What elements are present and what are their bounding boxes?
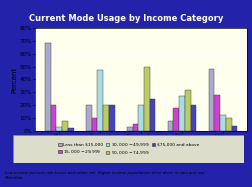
X-axis label: Mode: Mode (129, 148, 153, 157)
Text: Low-income persons ride buses and urban rail. Higher income populations drive al: Low-income persons ride buses and urban … (5, 171, 205, 180)
Bar (173, 108, 179, 131)
Bar (214, 95, 220, 131)
Bar (68, 128, 74, 131)
Legend: Less than $15,000, $15,000-$29,999, $30,000-$49,999, $50,000-$74,999, $75,000 an: Less than $15,000, $15,000-$29,999, $30,… (57, 140, 200, 158)
Bar (45, 43, 51, 131)
Bar (220, 115, 226, 131)
Bar (133, 125, 138, 131)
Bar (56, 127, 62, 131)
Bar (209, 69, 214, 131)
Bar (226, 118, 232, 131)
Bar (179, 96, 185, 131)
Bar (185, 90, 191, 131)
Bar (191, 105, 196, 131)
Bar (62, 121, 68, 131)
Bar (103, 105, 109, 131)
Text: Current Mode Usage by Income Category: Current Mode Usage by Income Category (29, 14, 223, 23)
Bar (138, 105, 144, 131)
Bar (109, 105, 114, 131)
Bar (127, 127, 133, 131)
Bar (91, 118, 97, 131)
Bar (232, 126, 237, 131)
Bar (86, 105, 91, 131)
Bar (150, 99, 155, 131)
Y-axis label: Percent: Percent (11, 66, 17, 93)
Bar (97, 70, 103, 131)
Bar (168, 121, 173, 131)
Bar (51, 105, 56, 131)
Bar (144, 67, 150, 131)
